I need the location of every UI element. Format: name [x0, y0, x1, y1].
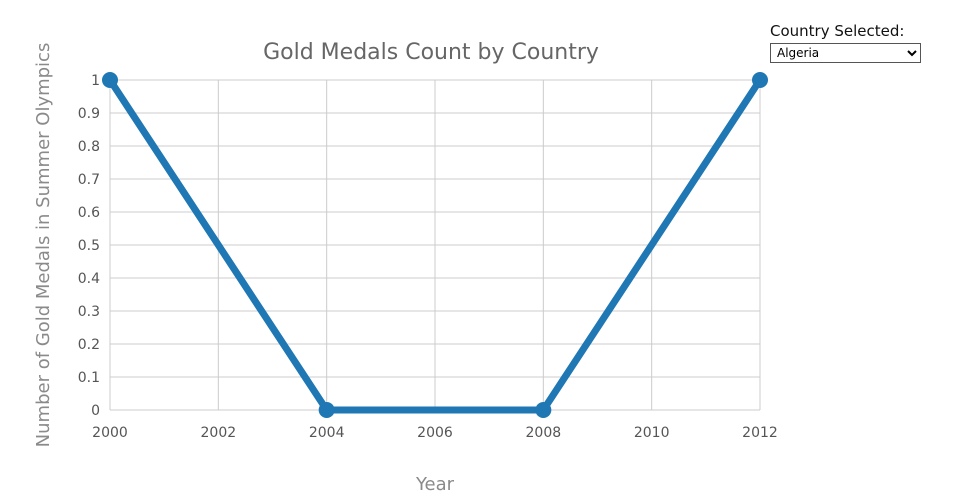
x-tick-labels: 2000 2002 2004 2006 2008 2010 2012 — [92, 425, 778, 441]
x-tick-label: 2008 — [526, 425, 562, 441]
x-tick-label: 2010 — [634, 425, 670, 441]
y-tick-label: 0.8 — [78, 139, 100, 155]
series-line — [106, 76, 764, 414]
grid-lines — [109, 79, 761, 411]
data-point — [752, 72, 768, 88]
data-point — [102, 72, 118, 88]
y-tick-label: 0.5 — [78, 238, 100, 254]
x-tick-label: 2004 — [309, 425, 345, 441]
y-tick-label: 0.6 — [78, 205, 100, 221]
data-point — [535, 402, 552, 418]
data-point — [318, 402, 335, 418]
y-tick-label: 0.1 — [78, 370, 100, 386]
y-tick-label: 0.3 — [78, 304, 100, 320]
x-axis-title: Year — [415, 474, 455, 495]
y-tick-label: 0 — [91, 403, 100, 419]
y-tick-label: 1 — [91, 73, 100, 89]
y-tick-label: 0.2 — [78, 337, 100, 353]
y-tick-label: 0.4 — [78, 271, 100, 287]
series-layer — [102, 72, 768, 418]
country-selector-label: Country Selected: — [770, 22, 905, 40]
y-axis-title: Number of Gold Medals in Summer Olympics — [33, 43, 54, 448]
x-tick-label: 2006 — [417, 425, 453, 441]
y-tick-label: 0.7 — [78, 172, 100, 188]
country-selector: Country Selected: Algeria — [770, 22, 921, 63]
x-tick-label: 2012 — [742, 425, 778, 441]
x-tick-label: 2002 — [201, 425, 237, 441]
y-tick-labels: 0 0.1 0.2 0.3 0.4 0.5 0.6 0.7 0.8 0.9 1 — [78, 73, 100, 419]
y-tick-label: 0.9 — [78, 106, 100, 122]
country-select[interactable]: Algeria — [770, 43, 921, 63]
chart-title: Gold Medals Count by Country — [263, 40, 599, 65]
x-tick-label: 2000 — [92, 425, 128, 441]
